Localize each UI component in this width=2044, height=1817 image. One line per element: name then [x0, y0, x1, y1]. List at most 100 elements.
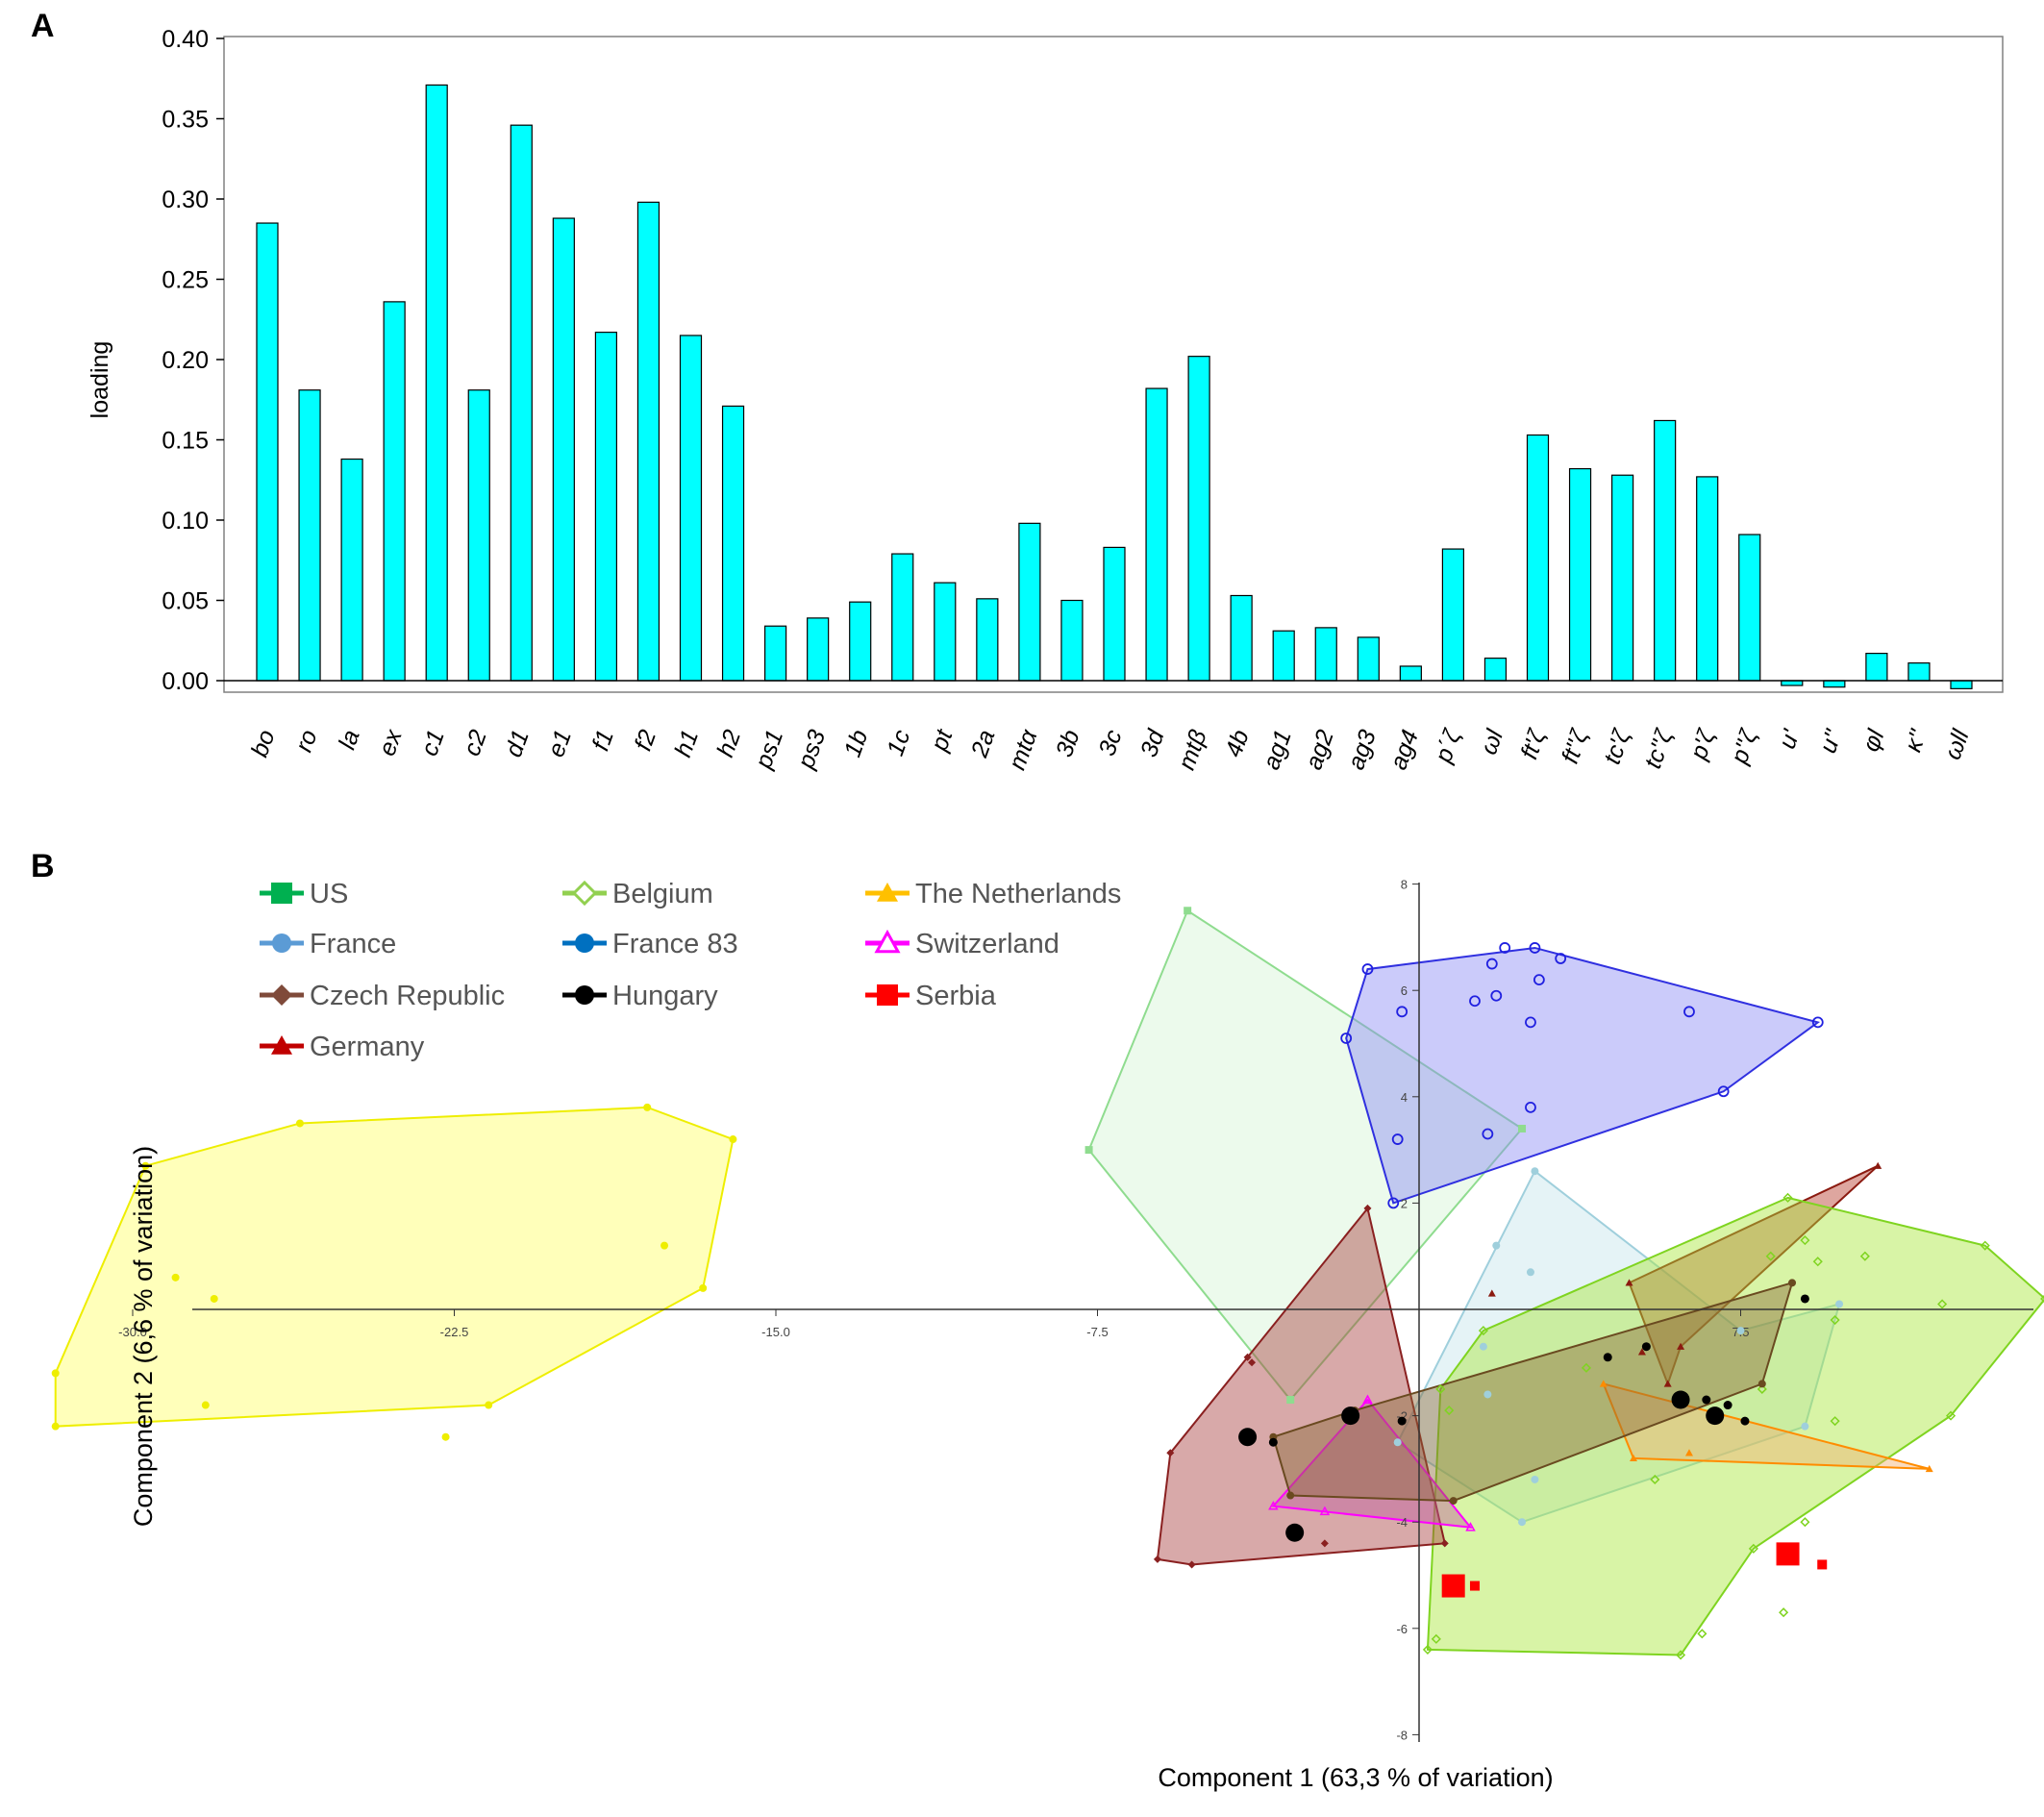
bar: [807, 617, 830, 682]
data-point: [1268, 1501, 1279, 1510]
data-point: [1238, 1428, 1258, 1447]
legend-item: France 83: [562, 929, 738, 959]
x-category-label: d1: [500, 726, 535, 760]
data-point: [1362, 1394, 1373, 1404]
panel-label-b: B: [31, 848, 55, 884]
data-point: [1422, 1644, 1433, 1655]
legend-symbol: [575, 933, 594, 953]
x-tick-label: -15.0: [761, 1325, 790, 1339]
data-point: [441, 1432, 450, 1441]
data-point: [699, 1283, 708, 1292]
data-point: [51, 1369, 60, 1378]
bar: [1696, 476, 1719, 682]
x-axis-label: Component 1 (63,3 % of variation): [1158, 1763, 1553, 1792]
data-point: [1630, 1454, 1637, 1462]
data-point: [1444, 1406, 1455, 1416]
data-point: [661, 1241, 669, 1250]
bar: [1357, 636, 1380, 682]
bar: [976, 598, 999, 682]
data-point: [1779, 1607, 1789, 1618]
x-tick-label: -30.0: [118, 1325, 147, 1339]
data-point: [1830, 1416, 1840, 1427]
x-category-label: u'': [1814, 725, 1848, 757]
bar: [1103, 546, 1126, 682]
data-point: [1341, 1406, 1360, 1426]
data-point: [1945, 1410, 1957, 1421]
data-point: [1684, 1449, 1693, 1456]
data-point: [1482, 1128, 1494, 1140]
y-tick-label: 0.15: [162, 428, 209, 455]
bar: [552, 217, 575, 682]
data-point: [1243, 1353, 1252, 1361]
data-point: [1387, 1197, 1400, 1209]
bar: [340, 458, 363, 682]
data-point: [1531, 1167, 1539, 1176]
data-point: [1937, 1299, 1948, 1309]
bar: [1483, 658, 1508, 682]
legend-symbol: [271, 984, 292, 1006]
bar: [1441, 548, 1465, 682]
bar: [1060, 599, 1084, 682]
bar: [1781, 680, 1804, 686]
data-point: [1187, 1560, 1196, 1569]
pca-axes: -37.5-30.0-22.5-15.0-7.57.515.08642-2-4-…: [118, 878, 2033, 1742]
data-point: [1490, 989, 1503, 1002]
x-category-label: 3d: [1135, 725, 1170, 760]
y-tick-label: 0.25: [162, 267, 209, 294]
x-category-label: bo: [246, 726, 281, 760]
legend-item: France: [260, 929, 396, 959]
data-point: [1812, 1257, 1823, 1267]
legend-symbol: [271, 1035, 292, 1055]
data-point: [1518, 1124, 1527, 1133]
bar: [1823, 680, 1846, 688]
bar: [425, 84, 448, 682]
x-category-label: 3c: [1093, 726, 1128, 759]
data-point: [1811, 1016, 1824, 1029]
x-category-label: 1b: [839, 726, 874, 760]
legend-label: US: [310, 879, 348, 909]
data-point: [1736, 1327, 1745, 1335]
data-point: [1650, 1474, 1660, 1485]
x-category-label: 3b: [1051, 726, 1085, 760]
data-point: [1492, 1241, 1501, 1250]
data-point: [1285, 1523, 1305, 1542]
x-category-label: f2: [630, 726, 661, 754]
data-point: [1800, 1294, 1809, 1304]
x-category-label: ft''ζ: [1557, 725, 1594, 767]
data-point: [1483, 1390, 1492, 1399]
data-point: [1782, 1192, 1793, 1203]
y-axis-label-b: Component 2 (6,6 % of variation): [129, 1146, 158, 1527]
data-point: [1487, 1289, 1496, 1297]
data-point: [201, 1401, 210, 1409]
x-categories-group: bo ro la ex c1 c2 d1 e1 f1 f2 h1 h2 ps1 ps3 1b 1c pt 2a mt…: [246, 725, 1975, 774]
data-point: [1391, 1133, 1404, 1145]
x-category-label: mtβ: [1173, 726, 1212, 773]
x-category-label: 1c: [882, 726, 916, 759]
legend-item: US: [260, 879, 348, 909]
data-point: [643, 1103, 652, 1111]
bar: [679, 335, 703, 682]
y-tick-label: 0.00: [162, 668, 209, 695]
x-tick-label: -7.5: [1086, 1325, 1108, 1339]
x-category-label: ωl: [1475, 725, 1508, 758]
data-point: [1396, 1006, 1408, 1018]
bar: [1738, 534, 1761, 682]
data-point: [1363, 1204, 1372, 1212]
bar: [1907, 662, 1931, 682]
data-point: [1800, 1517, 1810, 1528]
legend-symbol: [571, 880, 598, 907]
data-point: [1526, 1268, 1534, 1277]
bar: [1526, 434, 1550, 682]
data-point: [1788, 1279, 1797, 1287]
data-point: [1518, 1518, 1527, 1527]
x-category-label: p'ζ: [1684, 725, 1720, 763]
data-point: [1874, 1161, 1882, 1169]
data-point: [1286, 1491, 1295, 1500]
x-category-label: 4b: [1220, 726, 1255, 760]
bar: [1145, 387, 1168, 682]
data-point: [210, 1294, 218, 1303]
bar: [1610, 474, 1634, 682]
data-point: [1859, 1251, 1870, 1261]
data-point: [1084, 1146, 1093, 1155]
x-category-label: ag3: [1342, 726, 1382, 773]
